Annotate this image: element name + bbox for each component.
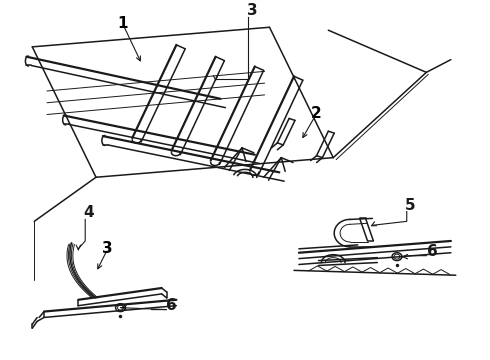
Text: 4: 4	[83, 206, 94, 220]
Text: 6: 6	[166, 298, 177, 312]
Text: 6: 6	[427, 244, 438, 259]
Text: 3: 3	[246, 4, 257, 18]
Text: 1: 1	[117, 16, 128, 31]
Text: 5: 5	[404, 198, 415, 213]
Text: 2: 2	[311, 106, 322, 121]
Text: 3: 3	[102, 241, 113, 256]
